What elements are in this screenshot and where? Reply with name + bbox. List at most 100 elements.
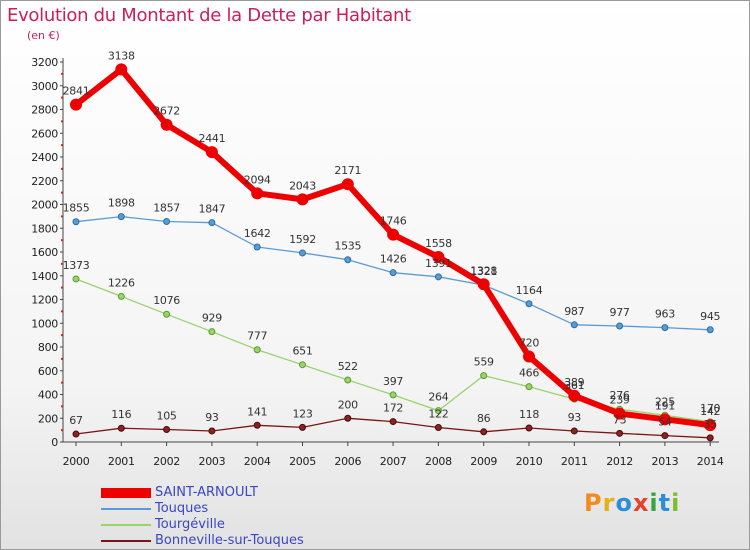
y-minor-dot [61, 334, 63, 337]
y-minor-dot [61, 215, 63, 218]
data-label-tourg-ville: 225 [655, 395, 675, 408]
data-label-tourg-ville: 276 [610, 389, 630, 402]
data-point-touques [253, 243, 261, 251]
y-tick-label: 1400 [31, 270, 58, 283]
y-tick-label: 1200 [31, 294, 58, 307]
data-label-bonneville-sur-touques: 172 [383, 402, 403, 415]
y-tick-label: 1600 [31, 246, 58, 259]
y-tick-label: 1800 [31, 222, 58, 235]
data-point-saint-arnoult [387, 228, 400, 241]
data-point-bonneville-sur-touques [344, 414, 352, 422]
x-tick-label: 2010 [516, 455, 543, 468]
data-point-saint-arnoult [341, 178, 354, 191]
data-label-touques: 1642 [244, 227, 271, 240]
data-label-saint-arnoult: 1746 [380, 215, 407, 228]
data-point-tourg-ville [163, 310, 171, 318]
data-point-touques [72, 218, 80, 226]
data-point-touques [661, 324, 669, 332]
y-tick-label: 800 [38, 341, 58, 354]
logo-letter: P [584, 489, 603, 517]
data-label-saint-arnoult: 2441 [199, 132, 226, 145]
y-minor-dot [61, 262, 63, 265]
data-point-touques [208, 219, 216, 227]
y-minor-dot [61, 96, 63, 99]
data-point-bonneville-sur-touques [570, 427, 578, 435]
data-point-saint-arnoult [477, 278, 490, 291]
y-minor-dot [61, 429, 63, 432]
data-label-bonneville-sur-touques: 86 [477, 412, 491, 425]
data-label-bonneville-sur-touques: 122 [428, 408, 448, 421]
data-point-tourg-ville [117, 292, 125, 300]
data-point-bonneville-sur-touques [208, 427, 216, 435]
data-label-touques: 987 [564, 305, 584, 318]
y-tick-label: 3200 [31, 56, 58, 69]
data-point-tourg-ville [480, 372, 488, 380]
data-point-touques [706, 326, 714, 334]
data-point-bonneville-sur-touques [525, 424, 533, 432]
data-label-tourg-ville: 361 [564, 379, 584, 392]
data-label-touques: 1857 [153, 201, 180, 214]
x-tick-label: 2013 [652, 455, 679, 468]
x-tick-label: 2005 [289, 455, 316, 468]
data-point-bonneville-sur-touques [434, 424, 442, 432]
x-tick-label: 2014 [697, 455, 724, 468]
data-point-touques [389, 269, 397, 277]
data-label-tourg-ville: 397 [383, 375, 403, 388]
y-tick-label: 2400 [31, 151, 58, 164]
data-label-touques: 963 [655, 308, 675, 321]
data-label-saint-arnoult: 1328 [470, 264, 497, 277]
x-tick-label: 2000 [63, 455, 90, 468]
data-label-saint-arnoult: 2841 [63, 85, 90, 98]
data-label-saint-arnoult: 142 [700, 405, 720, 418]
data-point-bonneville-sur-touques [389, 418, 397, 426]
y-tick-label: 3000 [31, 80, 58, 93]
x-tick-label: 2011 [561, 455, 588, 468]
data-label-bonneville-sur-touques: 93 [568, 411, 582, 424]
data-point-tourg-ville [72, 275, 80, 283]
data-point-touques [299, 249, 306, 257]
data-label-saint-arnoult: 720 [519, 337, 539, 350]
data-label-bonneville-sur-touques: 118 [519, 408, 539, 421]
data-label-tourg-ville: 264 [428, 391, 448, 404]
unit-label: (en €) [27, 29, 60, 42]
data-label-bonneville-sur-touques: 116 [111, 408, 131, 421]
y-minor-dot [61, 239, 63, 242]
data-label-saint-arnoult: 2043 [289, 179, 316, 192]
data-point-tourg-ville [525, 383, 533, 391]
data-label-saint-arnoult: 239 [610, 394, 630, 407]
x-tick-label: 2012 [606, 455, 633, 468]
data-label-saint-arnoult: 1558 [425, 237, 452, 250]
data-point-touques [344, 256, 352, 264]
data-point-tourg-ville [389, 391, 397, 399]
data-label-bonneville-sur-touques: 141 [247, 405, 267, 418]
data-point-saint-arnoult [115, 63, 128, 76]
data-point-touques [434, 273, 442, 281]
data-point-tourg-ville [434, 407, 442, 415]
y-tick-label: 200 [38, 412, 58, 425]
data-label-saint-arnoult: 2672 [153, 105, 180, 118]
data-point-bonneville-sur-touques [299, 423, 306, 431]
data-point-saint-arnoult [523, 350, 535, 363]
x-tick-label: 2001 [108, 455, 135, 468]
legend-label: Tourgéville [155, 517, 225, 532]
legend-swatch [101, 540, 151, 542]
y-tick-label: 1000 [31, 317, 58, 330]
x-tick-label: 2007 [380, 455, 407, 468]
data-label-touques: 1855 [63, 202, 90, 215]
data-label-touques: 1164 [516, 284, 543, 297]
data-label-tourg-ville: 170 [700, 402, 720, 415]
legend-swatch [101, 488, 151, 498]
data-point-saint-arnoult [704, 419, 717, 432]
y-minor-dot [61, 357, 63, 360]
data-label-bonneville-sur-touques: 123 [292, 407, 312, 420]
data-label-saint-arnoult: 389 [564, 376, 584, 389]
x-tick-label: 2003 [199, 455, 226, 468]
chart-title: Evolution du Montant de la Dette par Hab… [7, 5, 411, 26]
data-label-saint-arnoult: 191 [655, 399, 675, 412]
data-point-bonneville-sur-touques [72, 430, 80, 438]
y-minor-dot [61, 72, 63, 75]
x-tick-label: 2009 [470, 455, 497, 468]
data-label-touques: 1898 [108, 197, 135, 210]
data-label-tourg-ville: 1226 [108, 276, 135, 289]
